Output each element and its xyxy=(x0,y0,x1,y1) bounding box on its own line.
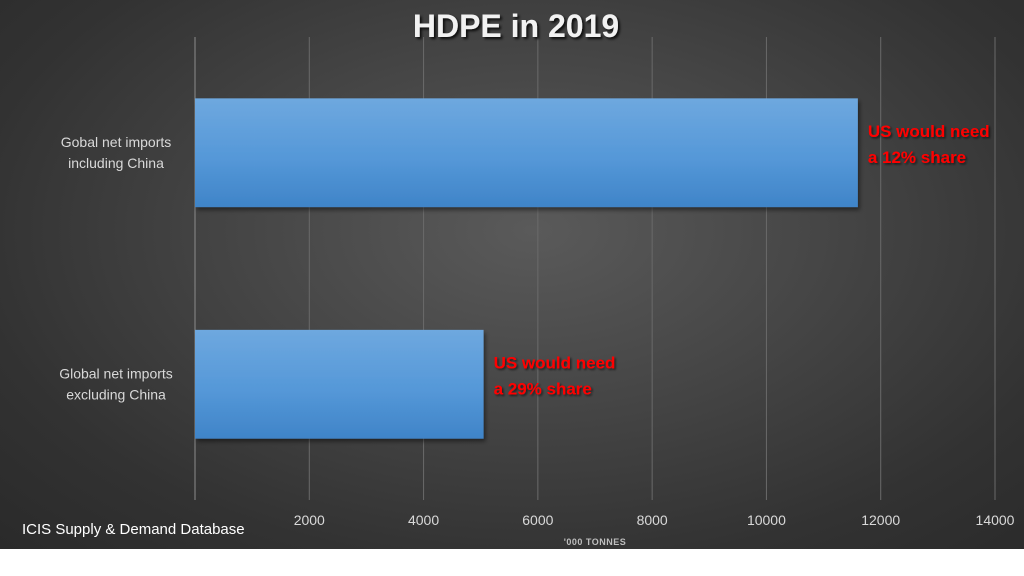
bar xyxy=(195,98,858,208)
x-tick-label: 2000 xyxy=(294,512,325,528)
category-label: Gobal net imports xyxy=(61,134,172,150)
chart-title: HDPE in 2019 xyxy=(413,8,619,44)
annotations: US would need a 12% share US would need a 2… xyxy=(494,122,990,399)
bars xyxy=(195,98,858,439)
bar-annotation: a 12% share xyxy=(868,148,966,167)
category-label: Global net imports xyxy=(59,365,173,381)
bar-annotation: a 29% share xyxy=(494,379,592,398)
x-tick-labels: 2000 4000 6000 8000 10000 12000 14000 xyxy=(294,512,1015,528)
x-axis-title: '000 TONNES xyxy=(564,537,627,547)
category-label: including China xyxy=(68,155,164,171)
x-tick-label: 10000 xyxy=(747,512,786,528)
source-note: ICIS Supply & Demand Database xyxy=(22,521,245,538)
x-tick-label: 4000 xyxy=(408,512,439,528)
category-labels: Gobal net imports including China Global n… xyxy=(59,134,173,403)
category-label: excluding China xyxy=(66,386,166,402)
x-tick-label: 12000 xyxy=(861,512,900,528)
x-tick-label: 6000 xyxy=(522,512,553,528)
bar xyxy=(195,329,484,439)
bar-annotation: US would need xyxy=(868,122,990,141)
x-tick-label: 14000 xyxy=(976,512,1015,528)
bar-annotation: US would need xyxy=(494,353,616,372)
x-tick-label: 8000 xyxy=(637,512,668,528)
chart-background xyxy=(0,0,1024,549)
